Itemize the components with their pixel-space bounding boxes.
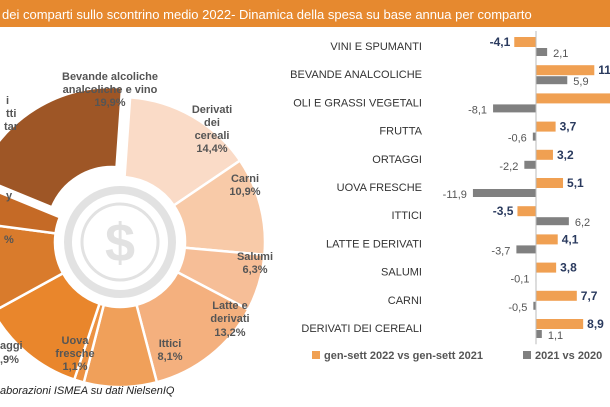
category-label: FRUTTA <box>379 126 422 138</box>
bar-series-2 <box>532 132 536 141</box>
legend-label-series-1: gen-sett 2022 vs gen-sett 2021 <box>324 350 483 362</box>
data-label-series-2: 5,9 <box>573 76 588 88</box>
label-ittici-pct: 8,1% <box>157 351 182 363</box>
label-derivati-3: cereali <box>195 130 230 142</box>
data-label-series-1: 8,9 <box>587 317 604 331</box>
data-label-series-1: 3,8 <box>560 261 577 275</box>
data-label-series-2: -2,2 <box>499 161 518 173</box>
donut-labels: Derivati dei cereali 14,4% Carni 10,9% S… <box>0 71 273 373</box>
label-salumi-pct: 6,3% <box>242 264 267 276</box>
bar-series-2 <box>533 301 536 310</box>
donut-slice <box>0 271 102 382</box>
source-note: aborazioni ISMEA su dati NielsenIQ <box>0 385 175 397</box>
label-latte-1: Latte e <box>212 300 247 312</box>
data-label-series-1: 4,1 <box>562 232 579 246</box>
donut-slices <box>0 85 267 389</box>
label-latte-pct: 13,2% <box>214 327 245 339</box>
bar-series-2 <box>536 76 568 85</box>
bar-series-1 <box>536 93 610 104</box>
donut-slice <box>0 224 65 310</box>
data-label-series-1: 3,2 <box>557 148 574 162</box>
data-label-series-2: -0,6 <box>508 133 527 145</box>
bar-series-2 <box>536 217 569 226</box>
label-ittici: Ittici <box>159 338 182 350</box>
data-label-series-2: -8,1 <box>468 104 487 116</box>
category-label: DERIVATI DEI CEREALI <box>301 323 422 335</box>
category-label: CARNI <box>388 295 422 307</box>
donut-slice <box>0 85 124 209</box>
bar-series-1 <box>536 149 553 160</box>
category-label: LATTE E DERIVATI <box>326 238 422 250</box>
label-derivati-2: dei <box>204 117 220 129</box>
bar-series-2 <box>493 104 536 113</box>
bar-series-2 <box>524 160 536 169</box>
data-label-series-2: 1,1 <box>548 330 563 342</box>
label-bevande-pct: 19,9% <box>94 97 125 109</box>
bar-chart: VINI E SPUMANTI -4,1 2,1 BEVANDE ANALCOLICH… <box>290 31 610 362</box>
data-label-series-1: -3,5 <box>493 204 514 218</box>
label-left-2: tti <box>6 108 16 120</box>
svg-text:$: $ <box>105 213 135 273</box>
label-left-5: % <box>4 234 14 246</box>
data-label-series-2: -0,1 <box>511 274 530 286</box>
category-label: ITTICI <box>391 210 422 222</box>
donut-slice <box>123 96 242 208</box>
category-label: BEVANDE ANALCOLICHE <box>290 69 422 81</box>
data-label-series-2: -0,5 <box>508 302 527 314</box>
label-left-3: tar <box>4 121 19 133</box>
bar-series-1 <box>536 234 558 245</box>
legend-swatch-series-1 <box>312 351 320 359</box>
data-label-series-1: 5,1 <box>567 176 584 190</box>
bar-series-1 <box>536 262 557 273</box>
bar-series-1 <box>517 206 536 217</box>
category-label: ORTAGGI <box>372 154 422 166</box>
data-label-series-1: 3,7 <box>560 120 577 134</box>
legend-swatch-series-2 <box>523 351 531 359</box>
category-label: UOVA FRESCHE <box>337 182 422 194</box>
label-derivati-pct: 14,4% <box>196 143 227 155</box>
label-left-4: y <box>6 190 13 202</box>
bar-series-1 <box>536 65 595 76</box>
legend-label-series-2: 2021 vs 2020 <box>535 350 602 362</box>
chart-title: dei comparti sullo scontrino medio 2022-… <box>2 7 532 22</box>
bar-series-2 <box>536 48 548 56</box>
label-latte-2: derivati <box>210 313 249 325</box>
data-label-series-2: 6,2 <box>575 217 590 229</box>
label-uova-1: Uova <box>62 335 90 347</box>
category-label: OLI E GRASSI VEGETALI <box>293 97 422 109</box>
donut-chart: $ Derivati dei cereali 14,4% Carni 10,9%… <box>0 71 273 389</box>
title-bar: dei comparti sullo scontrino medio 2022-… <box>0 0 610 27</box>
label-left-1: i <box>6 95 9 107</box>
bar-series-1 <box>536 121 556 132</box>
data-label-series-2: -3,7 <box>491 245 510 257</box>
data-label-series-1: -4,1 <box>490 35 511 49</box>
bar-series-1 <box>536 319 584 329</box>
label-uova-pct: 1,1% <box>62 361 87 373</box>
label-bevande-1: Bevande alcoliche <box>62 71 158 83</box>
dollar-coin-icon: $ <box>64 186 176 298</box>
data-label-series-2: 2,1 <box>553 48 568 60</box>
data-label-series-1: 11 <box>598 63 610 77</box>
label-carni-pct: 10,9% <box>229 186 260 198</box>
label-uova-2: fresche <box>55 348 94 360</box>
bar-chart-panel: VINI E SPUMANTI -4,1 2,1 BEVANDE ANALCOLICH… <box>282 27 610 379</box>
label-salumi: Salumi <box>237 251 273 263</box>
bar-series-1 <box>536 178 564 188</box>
category-label: SALUMI <box>381 267 422 279</box>
category-label: VINI E SPUMANTI <box>330 41 422 53</box>
bar-series-2 <box>536 330 542 338</box>
label-ortaggi: aggi <box>0 340 23 352</box>
data-label-series-1: 7,7 <box>581 289 598 303</box>
bar-series-2 <box>516 245 536 254</box>
label-ortaggi-pct: ,9% <box>0 354 19 366</box>
bar-series-1 <box>536 290 577 301</box>
label-carni: Carni <box>231 173 259 185</box>
data-label-series-2: -11,9 <box>443 189 467 201</box>
label-derivati-1: Derivati <box>192 104 232 116</box>
bar-series-2 <box>472 189 536 197</box>
donut-slice <box>0 191 62 235</box>
bar-series-1 <box>514 37 536 47</box>
label-bevande-2: analcoliche e vino <box>63 84 158 96</box>
